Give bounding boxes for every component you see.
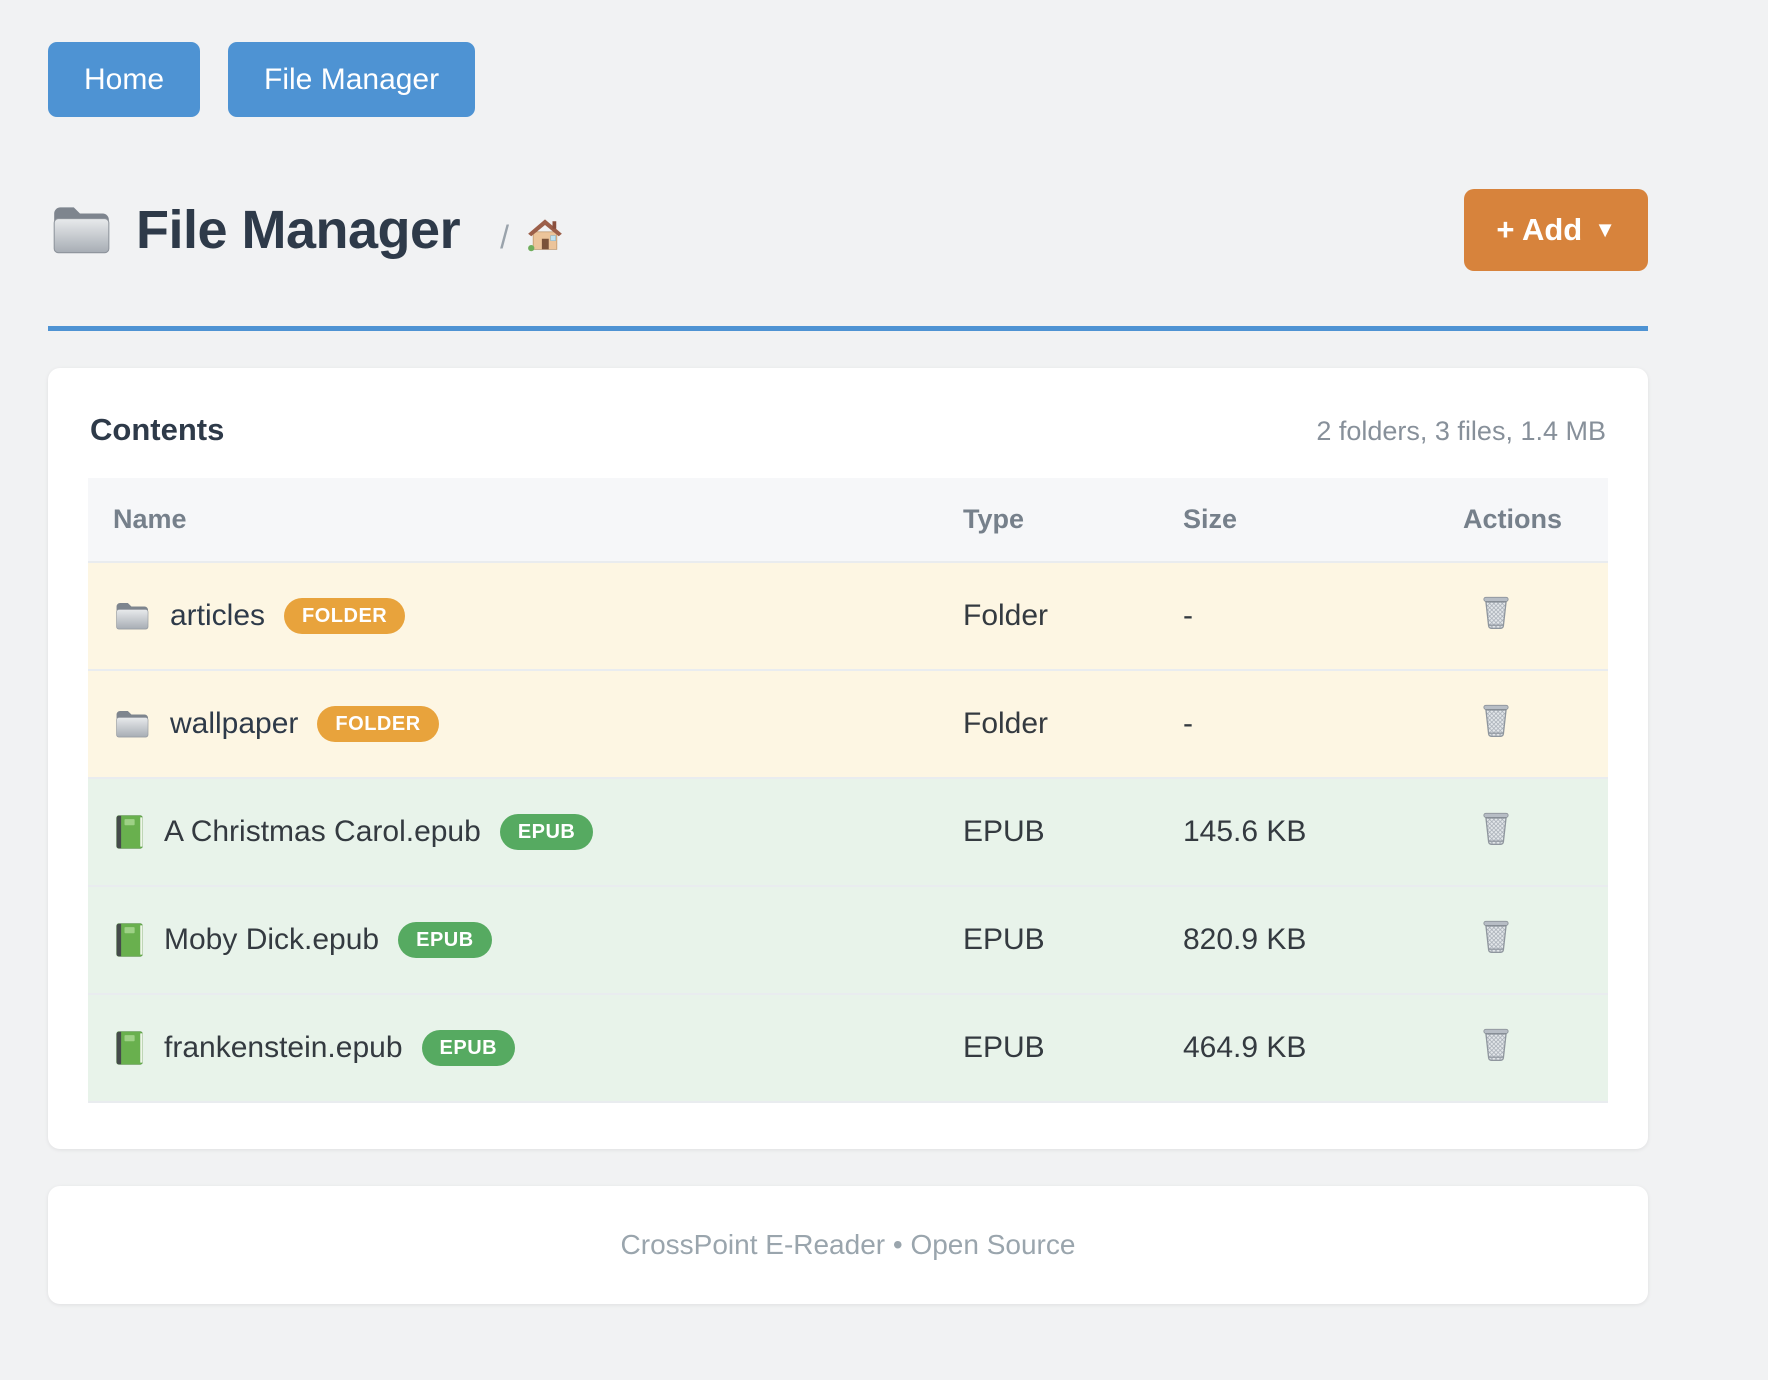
footer-text: CrossPoint E-Reader • Open Source [620, 1229, 1076, 1260]
green-book-icon [113, 1030, 145, 1066]
table-row-wallpaper: wallpaper FOLDER Folder - [88, 669, 1608, 778]
table-row-moby-dick: Moby Dick.epub EPUB EPUB 820.9 KB [88, 885, 1608, 994]
col-header-type: Type [963, 478, 1183, 562]
table-row-frankenstein: frankenstein.epub EPUB EPUB 464.9 KB [88, 993, 1608, 1103]
table-row-christmas-carol: A Christmas Carol.epub EPUB EPUB 145.6 K… [88, 777, 1608, 886]
epub-badge: EPUB [421, 1030, 516, 1066]
title-wrap: File Manager / [48, 199, 1464, 261]
add-button-label: + Add [1496, 212, 1583, 247]
item-type: Folder [963, 669, 1183, 778]
add-button[interactable]: + Add ▼ [1464, 189, 1648, 271]
col-header-actions: Actions [1463, 478, 1608, 562]
green-book-icon [113, 922, 145, 958]
folder-badge: FOLDER [284, 598, 406, 634]
chevron-down-icon: ▼ [1594, 217, 1616, 242]
table-row-articles: articles FOLDER Folder - [88, 561, 1608, 670]
home-icon[interactable] [525, 215, 565, 255]
item-type: EPUB [963, 885, 1183, 994]
item-type: Folder [963, 561, 1183, 670]
item-size: - [1183, 561, 1463, 670]
item-size: - [1183, 669, 1463, 778]
breadcrumb-separator: / [500, 218, 509, 255]
table-header-row: Name Type Size Actions [88, 478, 1608, 562]
folder-icon [113, 599, 151, 633]
file-manager-page: Home File Manager File Manager / + Add ▼… [48, 42, 1696, 1304]
item-name[interactable]: frankenstein.epub [164, 1031, 403, 1064]
nav-file-manager-button[interactable]: File Manager [228, 42, 476, 117]
item-name[interactable]: A Christmas Carol.epub [164, 815, 481, 848]
trash-icon[interactable] [1479, 917, 1513, 955]
contents-summary: 2 folders, 3 files, 1.4 MB [1316, 416, 1606, 446]
green-book-icon [113, 814, 145, 850]
trash-icon[interactable] [1479, 1025, 1513, 1063]
contents-card-header: Contents 2 folders, 3 files, 1.4 MB [88, 412, 1608, 448]
trash-icon[interactable] [1479, 593, 1513, 631]
trash-icon[interactable] [1479, 809, 1513, 847]
item-size: 464.9 KB [1183, 993, 1463, 1103]
item-name[interactable]: Moby Dick.epub [164, 923, 380, 956]
contents-card: Contents 2 folders, 3 files, 1.4 MB Name… [48, 368, 1648, 1149]
item-name[interactable]: articles [170, 599, 266, 632]
footer-card: CrossPoint E-Reader • Open Source [48, 1186, 1648, 1304]
top-nav: Home File Manager [48, 42, 1696, 117]
nav-home-button[interactable]: Home [48, 42, 201, 117]
epub-badge: EPUB [398, 922, 492, 958]
page-title: File Manager [136, 200, 461, 260]
page-header: File Manager / + Add ▼ [48, 189, 1648, 271]
item-type: EPUB [963, 777, 1183, 886]
folder-badge: FOLDER [317, 706, 439, 742]
col-header-size: Size [1183, 478, 1463, 562]
folder-icon [48, 201, 114, 259]
col-header-name: Name [88, 478, 963, 562]
trash-icon[interactable] [1479, 701, 1513, 739]
header-divider [48, 326, 1648, 331]
contents-table: Name Type Size Actions articles FOLDER F… [88, 478, 1608, 1103]
contents-heading: Contents [90, 412, 225, 447]
epub-badge: EPUB [499, 814, 594, 850]
item-size: 820.9 KB [1183, 885, 1463, 994]
item-size: 145.6 KB [1183, 777, 1463, 886]
folder-icon [113, 707, 151, 741]
item-name[interactable]: wallpaper [170, 707, 299, 740]
item-type: EPUB [963, 993, 1183, 1103]
